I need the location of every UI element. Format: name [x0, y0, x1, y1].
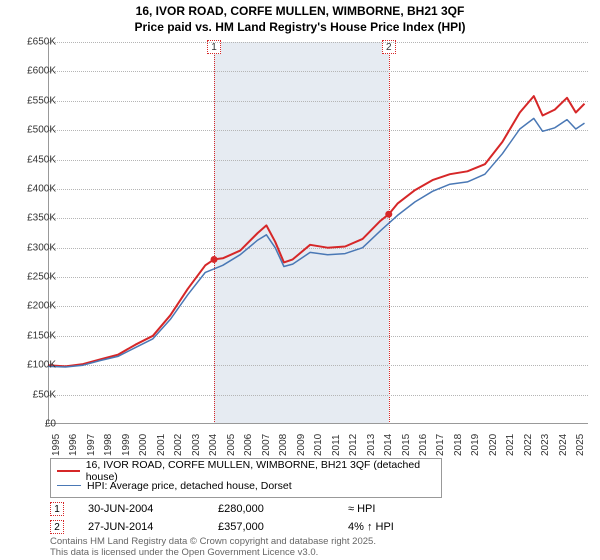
title-line1: 16, IVOR ROAD, CORFE MULLEN, WIMBORNE, B… — [0, 4, 600, 20]
x-tick-label: 2019 — [470, 434, 481, 456]
y-tick-label: £0 — [45, 419, 56, 430]
x-tick-label: 2024 — [558, 434, 569, 456]
x-tick-label: 2021 — [505, 434, 516, 456]
chart-title: 16, IVOR ROAD, CORFE MULLEN, WIMBORNE, B… — [0, 0, 600, 37]
x-tick-label: 2022 — [523, 434, 534, 456]
x-tick-label: 2023 — [540, 434, 551, 456]
x-tick-label: 2012 — [348, 434, 359, 456]
legend-swatch — [57, 470, 80, 472]
y-tick-label: £350K — [27, 213, 56, 224]
sale-point — [385, 211, 392, 218]
x-tick-label: 2007 — [261, 434, 272, 456]
legend: 16, IVOR ROAD, CORFE MULLEN, WIMBORNE, B… — [50, 458, 442, 498]
x-tick-label: 1997 — [86, 434, 97, 456]
series-line-red — [48, 96, 585, 366]
x-tick-label: 2010 — [313, 434, 324, 456]
footnote-line2: This data is licensed under the Open Gov… — [50, 548, 376, 559]
x-tick-label: 2014 — [383, 434, 394, 456]
y-tick-label: £300K — [27, 242, 56, 253]
x-tick-label: 2000 — [138, 434, 149, 456]
x-tick-label: 2009 — [296, 434, 307, 456]
series-line-blue — [48, 118, 585, 367]
sale-point — [211, 256, 218, 263]
sales-diff: ≈ HPI — [348, 503, 448, 515]
x-tick-label: 2002 — [173, 434, 184, 456]
y-tick-label: £400K — [27, 183, 56, 194]
y-tick-label: £150K — [27, 330, 56, 341]
sales-marker: 2 — [50, 520, 64, 534]
sales-marker: 1 — [50, 502, 64, 516]
chart-lines — [48, 42, 588, 424]
x-tick-label: 1996 — [68, 434, 79, 456]
y-tick-label: £650K — [27, 37, 56, 48]
x-tick-label: 2025 — [575, 434, 586, 456]
y-tick-label: £600K — [27, 66, 56, 77]
x-tick-label: 2020 — [488, 434, 499, 456]
x-tick-label: 2013 — [366, 434, 377, 456]
y-tick-label: £100K — [27, 360, 56, 371]
x-tick-label: 2018 — [453, 434, 464, 456]
x-tick-label: 2016 — [418, 434, 429, 456]
sales-row: 1 30-JUN-2004 £280,000 ≈ HPI — [50, 500, 448, 518]
legend-swatch — [57, 485, 81, 486]
sales-table: 1 30-JUN-2004 £280,000 ≈ HPI 2 27-JUN-20… — [50, 500, 448, 536]
x-tick-label: 1998 — [103, 434, 114, 456]
x-tick-label: 2015 — [401, 434, 412, 456]
x-tick-label: 2017 — [435, 434, 446, 456]
y-tick-label: £550K — [27, 95, 56, 106]
title-line2: Price paid vs. HM Land Registry's House … — [0, 20, 600, 36]
sales-diff: 4% ↑ HPI — [348, 521, 448, 533]
x-tick-label: 2001 — [156, 434, 167, 456]
x-tick-label: 1995 — [51, 434, 62, 456]
y-tick-label: £450K — [27, 154, 56, 165]
y-tick-label: £500K — [27, 125, 56, 136]
footnote: Contains HM Land Registry data © Crown c… — [50, 537, 376, 559]
x-tick-label: 2003 — [191, 434, 202, 456]
x-tick-label: 2004 — [208, 434, 219, 456]
sales-price: £280,000 — [218, 503, 348, 515]
x-tick-label: 2008 — [278, 434, 289, 456]
x-tick-label: 2006 — [243, 434, 254, 456]
y-tick-label: £50K — [33, 389, 56, 400]
legend-item: 16, IVOR ROAD, CORFE MULLEN, WIMBORNE, B… — [57, 463, 435, 478]
y-tick-label: £200K — [27, 301, 56, 312]
sales-row: 2 27-JUN-2014 £357,000 4% ↑ HPI — [50, 518, 448, 536]
x-tick-label: 1999 — [121, 434, 132, 456]
sales-price: £357,000 — [218, 521, 348, 533]
x-tick-label: 2005 — [226, 434, 237, 456]
x-tick-label: 2011 — [331, 434, 342, 456]
y-tick-label: £250K — [27, 272, 56, 283]
sales-date: 30-JUN-2004 — [88, 503, 218, 515]
legend-label: HPI: Average price, detached house, Dors… — [87, 480, 292, 492]
sales-date: 27-JUN-2014 — [88, 521, 218, 533]
